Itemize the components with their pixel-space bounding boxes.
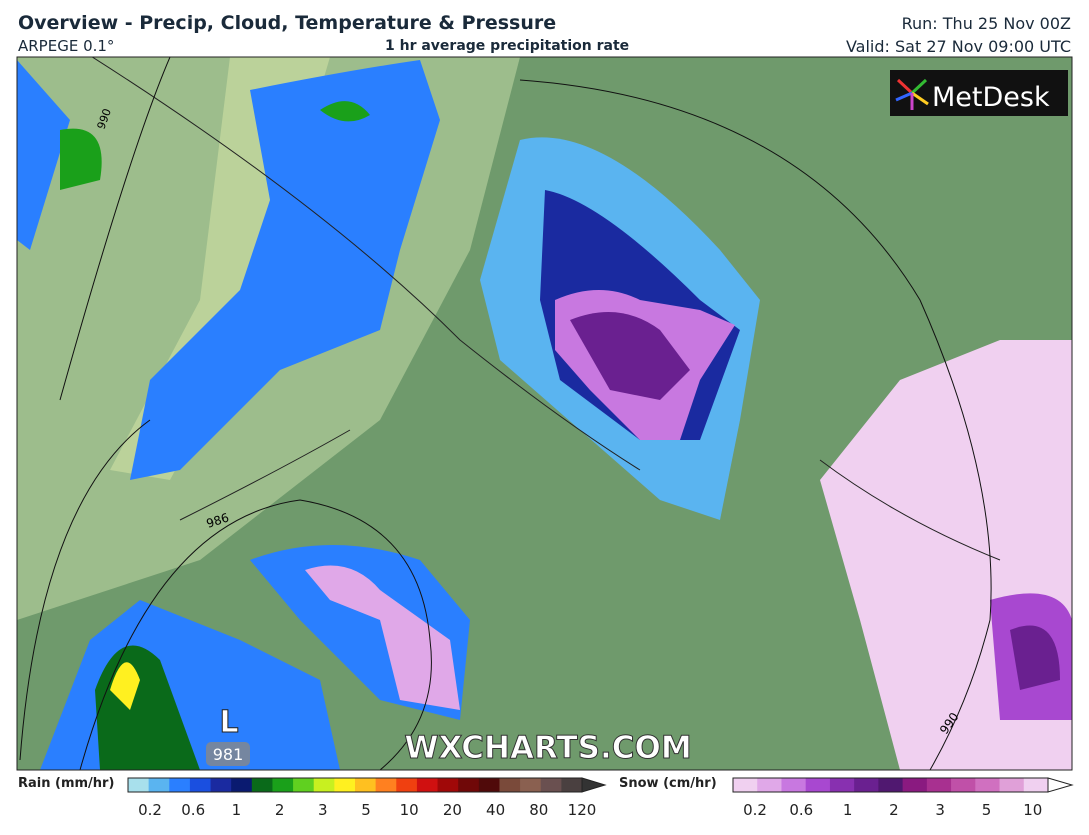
color-swatch xyxy=(878,778,904,792)
color-swatch xyxy=(313,778,335,792)
colorbar-label: 0.6 xyxy=(181,801,205,819)
color-swatch xyxy=(251,778,273,792)
isobar xyxy=(59,57,992,770)
color-swatch xyxy=(999,778,1025,792)
colorbar-label: 5 xyxy=(361,801,371,819)
color-swatch xyxy=(733,778,758,792)
color-swatch xyxy=(757,778,782,792)
colorbar-label: 0.2 xyxy=(743,801,767,819)
color-swatch xyxy=(561,778,583,792)
colorbar-label: 2 xyxy=(275,801,285,819)
precip xyxy=(130,60,440,480)
color-swatch xyxy=(128,778,150,792)
border xyxy=(91,57,1001,561)
color-swatch xyxy=(499,778,521,792)
logo-text: MetDesk xyxy=(932,82,1050,113)
color-swatch xyxy=(926,778,952,792)
color-swatch xyxy=(396,778,418,792)
color-arrow xyxy=(581,777,607,793)
subtitle: 1 hr average precipitation rate xyxy=(385,38,630,54)
run-time: Run: Thu 25 Nov 00Z xyxy=(901,14,1071,33)
valid-time: Valid: Sat 27 Nov 09:00 UTC xyxy=(845,37,1071,56)
colorbar-label: 3 xyxy=(935,801,945,819)
color-swatch xyxy=(975,778,1001,792)
color-swatch xyxy=(416,778,439,792)
snow xyxy=(570,312,690,400)
color-swatch xyxy=(540,778,562,792)
color-swatch xyxy=(437,778,459,792)
color-swatch xyxy=(781,778,807,792)
map-frame xyxy=(16,56,1073,771)
color-swatch xyxy=(458,778,480,792)
color-swatch xyxy=(854,778,879,792)
color-swatch xyxy=(951,778,976,792)
colorbar-frame xyxy=(732,777,1049,793)
colorbar-label: 3 xyxy=(318,801,328,819)
precip xyxy=(110,662,140,710)
color-arrow xyxy=(1047,777,1074,793)
precip xyxy=(17,60,70,250)
low-pressure: 981 xyxy=(213,745,244,764)
colorbar-label: 40 xyxy=(486,801,505,819)
color-swatch xyxy=(355,778,377,792)
colorbar-label: 10 xyxy=(1023,801,1042,819)
logo-box xyxy=(890,70,1068,116)
color-swatch xyxy=(829,778,855,792)
model: ARPEGE 0.1° xyxy=(18,37,115,55)
color-swatch xyxy=(902,778,928,792)
color-swatch xyxy=(148,778,170,792)
colorbar-label: 20 xyxy=(443,801,462,819)
legend: 0.2 0.6 1 2 3 5 10 20 40 80 120 0.2 0.6 1 2 3 5 10 xyxy=(127,777,1074,819)
color-swatch xyxy=(805,778,831,792)
color-swatch xyxy=(272,778,294,792)
colorbar-label: 2 xyxy=(889,801,899,819)
isobar-label: 986 xyxy=(205,510,231,530)
color-swatch xyxy=(1023,778,1049,792)
colorbar-label: 5 xyxy=(982,801,992,819)
color-swatch xyxy=(520,778,542,792)
snow xyxy=(1010,625,1060,690)
colorbar-label: 0.6 xyxy=(789,801,813,819)
colorbar-label: 10 xyxy=(400,801,419,819)
colorbar-frame xyxy=(127,777,583,793)
color-swatch xyxy=(189,778,212,792)
map-layer: 990 986 990 L 981 WXCHARTS.COM MetDesk xyxy=(17,57,1072,770)
color-swatch xyxy=(334,778,356,792)
watermark: WXCHARTS.COM xyxy=(404,730,691,766)
color-swatch xyxy=(210,778,232,792)
low-badge xyxy=(206,742,250,766)
snow-legend-title: Snow (cm/hr) xyxy=(619,776,717,791)
colorbar-label: 1 xyxy=(232,801,242,819)
color-swatch xyxy=(231,778,253,792)
title: Overview - Precip, Cloud, Temperature & … xyxy=(18,12,557,34)
colorbar-label: 80 xyxy=(529,801,548,819)
logo-icon xyxy=(895,78,929,110)
rain-legend-title: Rain (mm/hr) xyxy=(18,776,114,791)
low-symbol: L xyxy=(219,705,238,740)
color-swatch xyxy=(293,778,315,792)
colorbar-label: 1 xyxy=(843,801,853,819)
color-swatch xyxy=(375,778,397,792)
colorbar-label: 120 xyxy=(568,801,597,819)
color-swatch xyxy=(478,778,500,792)
colorbar-label: 0.2 xyxy=(138,801,162,819)
color-swatch xyxy=(169,778,191,792)
snow xyxy=(305,565,460,710)
isobar xyxy=(19,419,432,770)
precip xyxy=(60,128,102,190)
precip xyxy=(320,101,370,122)
